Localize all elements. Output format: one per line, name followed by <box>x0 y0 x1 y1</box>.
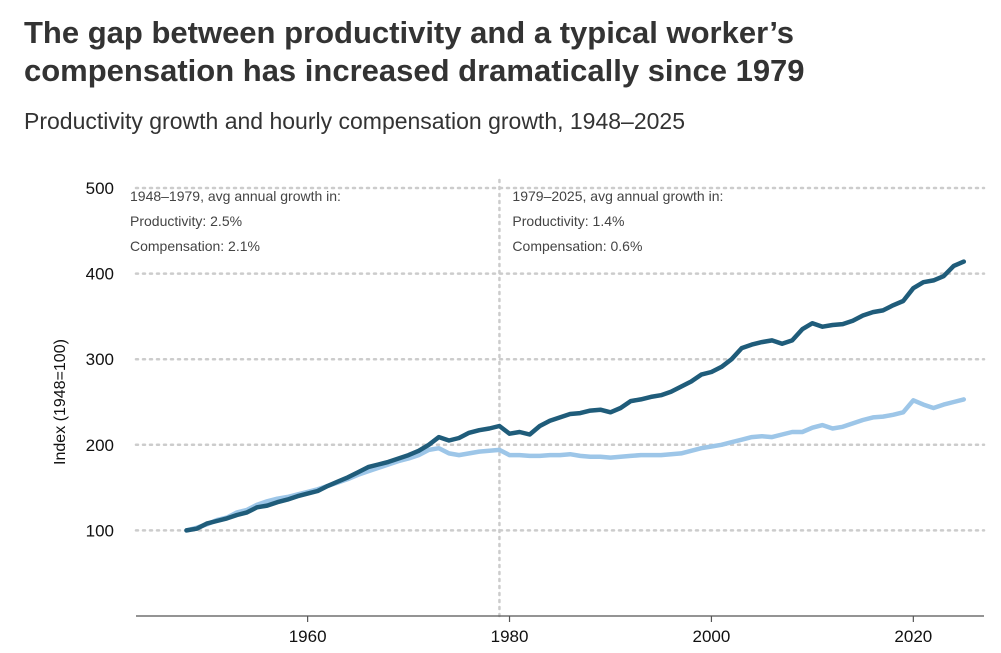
x-tick-label: 2020 <box>894 627 932 646</box>
gridlines <box>134 186 986 532</box>
x-tick-label: 1980 <box>491 627 529 646</box>
annotations: 1948–1979, avg annual growth in: Producti… <box>130 188 723 254</box>
chart-subtitle: Productivity growth and hourly compensat… <box>24 108 686 134</box>
y-axis-label: Index (1948=100) <box>52 339 69 465</box>
annotation-right-line-2: Productivity: 1.4% <box>512 213 624 229</box>
annotation-right-line-1: 1979–2025, avg annual growth in: <box>512 188 723 204</box>
x-tick-label: 1960 <box>289 627 327 646</box>
x-tick-label: 2000 <box>693 627 731 646</box>
annotation-left-line-1: 1948–1979, avg annual growth in: <box>130 188 341 204</box>
y-tick-label: 200 <box>86 436 114 455</box>
annotation-left-line-3: Compensation: 2.1% <box>130 238 260 254</box>
series-line-productivity <box>184 259 967 533</box>
series-line-compensation <box>184 397 967 533</box>
annotation-left-line-2: Productivity: 2.5% <box>130 213 242 229</box>
y-tick-label: 300 <box>86 350 114 369</box>
y-tick-labels: 100 200 300 400 500 <box>86 179 114 540</box>
x-tick-labels: 1960 1980 2000 2020 <box>289 616 932 646</box>
y-tick-label: 500 <box>86 179 114 198</box>
series-lines <box>184 259 967 533</box>
chart-title: The gap between productivity and a typic… <box>24 15 805 88</box>
annotation-right-line-3: Compensation: 0.6% <box>512 238 642 254</box>
y-tick-label: 400 <box>86 265 114 284</box>
y-tick-label: 100 <box>86 521 114 540</box>
